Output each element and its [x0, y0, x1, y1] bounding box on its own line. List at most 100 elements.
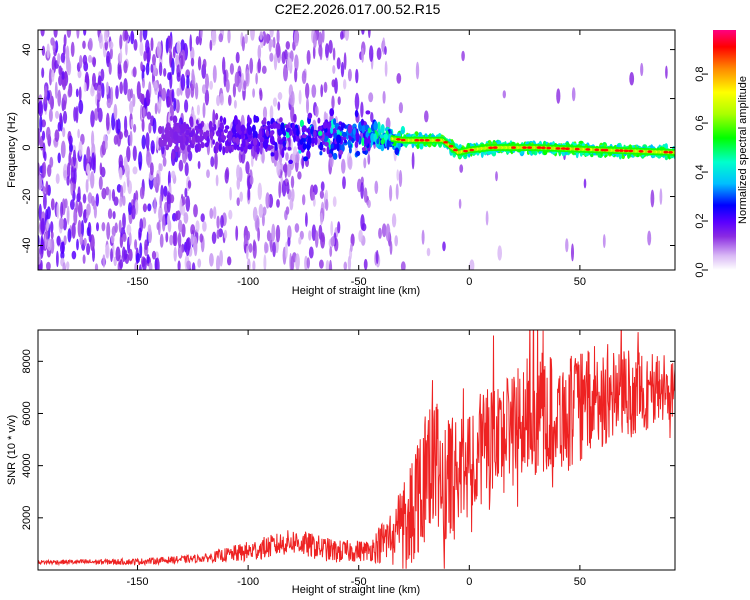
- spectrogram-cell: [101, 82, 105, 99]
- spectrogram-cell: [458, 198, 462, 209]
- spectrogram-cell: [290, 175, 295, 189]
- spectrogram-cell: [272, 97, 278, 107]
- spectrogram-cell: [101, 187, 107, 200]
- spectrogram-cell: [317, 31, 323, 48]
- spectrogram-cell: [57, 89, 62, 107]
- spectrogram-cell: [640, 62, 644, 77]
- spectrogram-cell: [348, 147, 352, 154]
- spectrogram-cell: [241, 72, 245, 85]
- spectrogram-cell: [92, 57, 96, 68]
- spectrogram-cell: [88, 232, 92, 243]
- spectrogram-cell: [352, 127, 356, 136]
- spectrogram-cell: [389, 185, 393, 202]
- spectrogram-cell: [236, 146, 241, 151]
- y-tick-label: 20: [21, 92, 33, 104]
- spectrogram-cell: [62, 217, 67, 231]
- spectrogram-cell: [170, 132, 174, 140]
- spectrogram-cell: [336, 57, 341, 70]
- spectrogram-x-axis-label: Height of straight line (km): [292, 285, 420, 297]
- spectrogram-cell: [293, 146, 298, 156]
- spectrogram-cell: [51, 69, 55, 83]
- spectrogram-cell: [147, 49, 150, 67]
- spectrogram-cell: [128, 232, 132, 246]
- page-title: C2E2.2026.017.00.52.R15: [274, 1, 441, 17]
- spectrogram-cell: [188, 132, 194, 138]
- spectrogram-cell: [41, 130, 46, 141]
- spectrogram-cell: [109, 47, 113, 60]
- spectrogram-peak-cell: [560, 147, 566, 150]
- spectrogram-cell: [158, 62, 163, 76]
- snr-series-line: [38, 330, 675, 569]
- spectrogram-cell: [130, 118, 134, 129]
- spectrogram-cell: [377, 121, 381, 132]
- spectrogram-cell: [187, 150, 193, 162]
- spectrogram-cell: [374, 180, 379, 194]
- x-tick-label: -50: [351, 576, 367, 588]
- spectrogram-cell: [297, 145, 302, 150]
- spectrogram-peak-cell: [585, 148, 591, 151]
- spectrogram-cell: [104, 140, 108, 150]
- spectrogram-cell: [43, 192, 47, 210]
- spectrogram-cell: [50, 221, 54, 234]
- spectrogram-cell: [583, 178, 587, 189]
- spectrogram-cell: [322, 147, 326, 152]
- spectrogram-cell: [53, 30, 58, 38]
- spectrogram-cell: [118, 131, 124, 140]
- spectrogram-cell: [72, 149, 77, 167]
- spectrogram-cell: [364, 137, 368, 147]
- spectrogram-peak-cell: [603, 148, 609, 152]
- spectrogram-cell: [142, 203, 147, 213]
- spectrogram-cell: [161, 87, 167, 102]
- spectrogram-cell: [323, 81, 328, 93]
- spectrogram-cell: [117, 65, 122, 80]
- spectrogram-cell: [111, 189, 116, 202]
- spectrogram-peak-cell: [623, 149, 629, 153]
- spectrogram-cell: [302, 194, 306, 206]
- spectrogram-cell: [143, 51, 147, 62]
- spectrogram-peak-cell: [668, 151, 673, 154]
- spectrogram-cell: [212, 109, 216, 127]
- spectrogram-cell: [368, 92, 374, 103]
- spectrogram-cell: [187, 180, 192, 189]
- spectrogram-cell: [343, 261, 348, 270]
- spectrogram-cell: [277, 92, 283, 101]
- spectrogram-cell: [92, 72, 96, 87]
- spectrogram-cell: [182, 196, 186, 206]
- spectrogram-cell: [86, 203, 91, 216]
- spectrogram-cell: [98, 32, 104, 50]
- spectrogram-cell: [158, 125, 163, 135]
- spectrogram-peak-cell: [540, 146, 546, 150]
- spectrogram-cell: [306, 97, 309, 114]
- spectrogram-cell: [293, 113, 297, 123]
- spectrogram-cell: [271, 223, 276, 242]
- spectrogram-cell: [210, 156, 215, 168]
- spectrogram-cell: [163, 68, 167, 77]
- spectrogram-cell: [164, 126, 168, 135]
- spectrogram-cell: [152, 54, 156, 66]
- spectrogram-cell: [400, 129, 405, 134]
- colorbar-ticks: 0.0 0.2 0.4 0.6 0.8: [694, 66, 708, 278]
- spectrogram-cell: [308, 230, 312, 241]
- spectrogram-cell: [351, 138, 355, 143]
- spectrogram-cell: [330, 221, 334, 236]
- spectrogram-cell: [277, 101, 281, 111]
- spectrogram-cell: [189, 116, 194, 125]
- spectrogram-cell: [305, 212, 308, 227]
- spectrogram-cell: [139, 92, 144, 103]
- spectrogram-cell: [156, 136, 160, 151]
- spectrogram-cell: [159, 163, 163, 172]
- spectrogram-cell: [41, 45, 46, 56]
- spectrogram-cell: [97, 107, 103, 123]
- spectrogram-cell: [175, 125, 180, 133]
- spectrogram-cell: [47, 164, 52, 177]
- spectrogram-cell: [602, 234, 606, 249]
- spectrogram-cell: [56, 250, 59, 268]
- spectrogram-cell: [647, 230, 652, 246]
- spectrogram-cell: [196, 119, 199, 125]
- spectrogram-cell: [131, 204, 136, 220]
- spectrogram-panel: -150 -100 -50 0 50 -40 -20 0 20 40 Height of str…: [6, 29, 676, 297]
- spectrogram-cell: [126, 145, 131, 163]
- spectrogram-cell: [389, 240, 393, 255]
- spectrogram-cell: [202, 102, 206, 119]
- spectrogram-cell: [299, 230, 304, 240]
